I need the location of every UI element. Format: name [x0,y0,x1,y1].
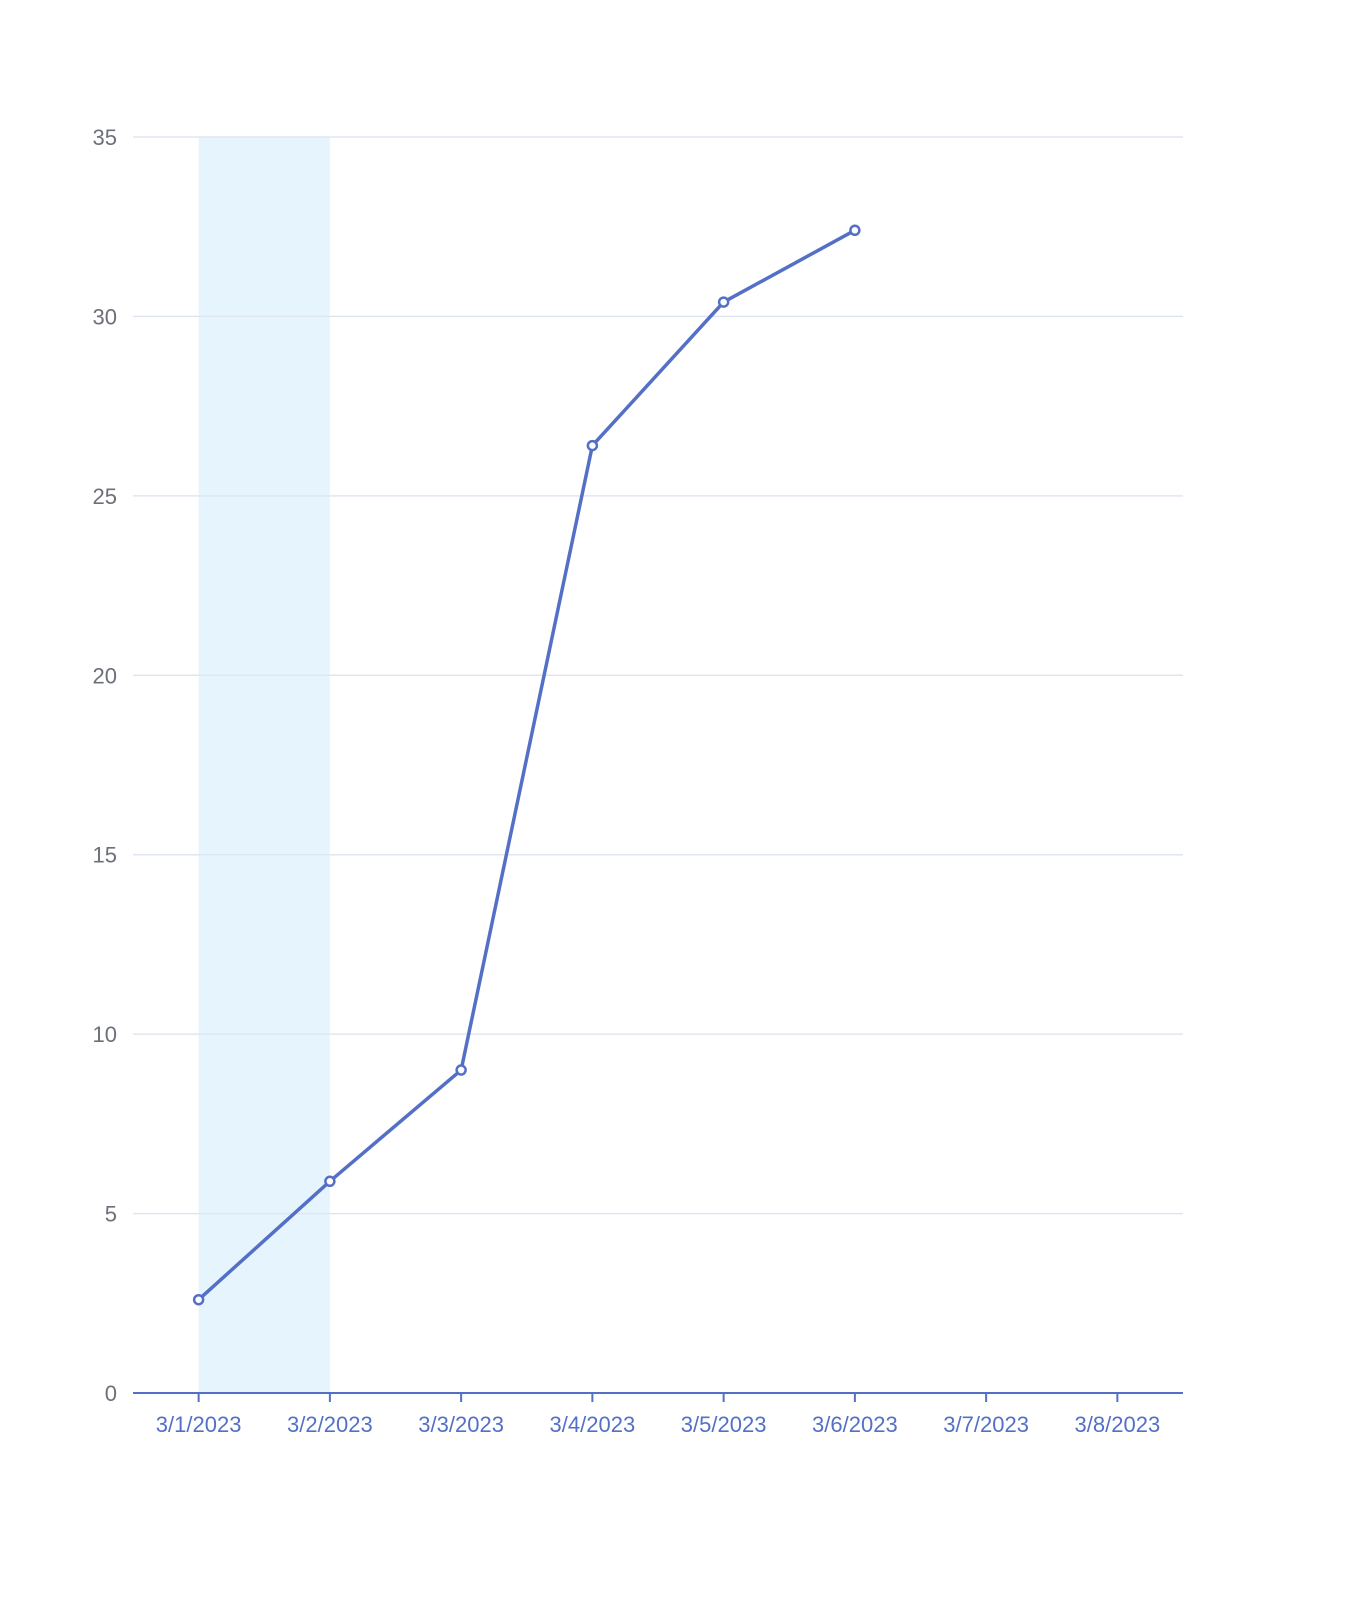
data-point[interactable] [192,1293,205,1306]
x-tick-label: 3/8/2023 [1075,1412,1161,1437]
data-point[interactable] [586,439,599,452]
y-tick-label: 10 [93,1022,117,1047]
grid-layer [133,136,1183,1215]
y-axis-labels: 0 5 10 15 20 25 30 35 [93,125,117,1406]
data-point[interactable] [717,296,730,308]
y-tick-label: 30 [93,304,117,329]
y-tick-label: 0 [105,1381,117,1406]
x-axis [133,1392,1183,1402]
x-tick-label: 3/3/2023 [418,1412,504,1437]
x-tick-label: 3/5/2023 [681,1412,767,1437]
data-point[interactable] [455,1064,467,1076]
highlight-band-layer [198,137,330,1393]
x-tick-label: 3/6/2023 [812,1412,898,1437]
highlight-band [198,137,330,1393]
y-tick-label: 15 [93,843,117,868]
x-tick-label: 3/1/2023 [156,1412,242,1437]
x-axis-labels: 3/1/2023 3/2/2023 3/3/2023 3/4/2023 3/5/2023… [156,1412,1160,1437]
y-tick-label: 35 [93,125,117,150]
x-tick-label: 3/4/2023 [550,1412,636,1437]
y-tick-label: 25 [93,484,117,509]
series-layer [192,224,861,1306]
data-point[interactable] [324,1175,336,1188]
data-point[interactable] [849,224,861,237]
y-tick-label: 5 [105,1202,117,1227]
x-tick-label: 3/2/2023 [287,1412,373,1437]
x-tick-label: 3/7/2023 [943,1412,1029,1437]
series-line [196,228,857,1302]
y-tick-label: 20 [93,663,117,688]
